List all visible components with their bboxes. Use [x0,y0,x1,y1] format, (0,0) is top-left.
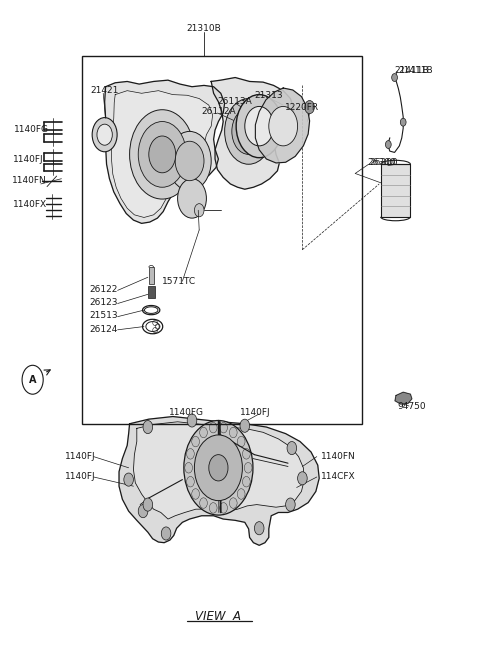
Polygon shape [119,417,319,545]
Text: 26113A: 26113A [217,97,252,106]
Circle shape [138,505,148,518]
Text: 114CFX: 114CFX [321,472,355,482]
Circle shape [244,463,252,473]
Circle shape [220,503,228,513]
Polygon shape [111,91,213,217]
Circle shape [305,101,314,114]
Circle shape [192,436,200,447]
Circle shape [92,118,117,152]
Text: 1140FJ: 1140FJ [240,408,271,417]
Circle shape [229,427,237,438]
Circle shape [192,489,200,499]
Circle shape [242,449,250,459]
Circle shape [187,476,194,487]
Circle shape [194,435,242,501]
Circle shape [185,463,192,473]
Circle shape [124,473,133,486]
Circle shape [194,204,204,217]
Circle shape [240,419,250,432]
Polygon shape [255,88,310,163]
Bar [149,267,154,284]
Polygon shape [105,80,225,223]
Circle shape [97,124,112,145]
Circle shape [138,122,186,187]
Text: 26300: 26300 [368,158,396,168]
Text: 26123: 26123 [89,298,118,307]
Text: 26124: 26124 [89,325,118,334]
Text: VIEW  A: VIEW A [195,610,241,623]
Text: 1140FX: 1140FX [13,200,48,210]
Text: 21310B: 21310B [187,24,221,34]
Bar [82,56,362,424]
Circle shape [254,522,264,535]
Circle shape [225,99,273,164]
Circle shape [287,442,297,455]
Text: 26122: 26122 [89,284,118,294]
Polygon shape [133,422,304,519]
Circle shape [242,476,250,487]
Circle shape [286,498,295,511]
Circle shape [187,414,197,427]
Circle shape [385,141,391,148]
Polygon shape [395,392,412,404]
Circle shape [237,489,245,499]
Circle shape [149,136,176,173]
Text: 1220FR: 1220FR [285,102,319,112]
Circle shape [237,436,245,447]
Text: 1140FJ: 1140FJ [13,155,44,164]
Circle shape [200,498,207,509]
Text: A: A [29,374,36,385]
Circle shape [298,472,307,485]
Text: 1140FN: 1140FN [12,175,47,185]
Circle shape [245,106,274,146]
Circle shape [178,179,206,218]
Circle shape [175,141,204,181]
Text: 21513: 21513 [89,311,118,320]
Text: 1140FG: 1140FG [14,125,49,134]
Circle shape [220,422,228,433]
Text: 1140FN: 1140FN [321,452,355,461]
Circle shape [161,527,171,540]
Circle shape [209,422,217,433]
Circle shape [143,420,153,434]
Text: 21421: 21421 [90,86,119,95]
Circle shape [143,498,153,511]
Text: 21411B: 21411B [395,66,429,75]
Text: 26112A: 26112A [202,107,236,116]
Circle shape [232,108,265,154]
Bar [381,164,410,217]
Circle shape [200,427,207,438]
Circle shape [392,74,397,81]
Text: 21313: 21313 [254,91,283,101]
Circle shape [168,131,211,191]
Bar [148,286,155,298]
Text: 26300: 26300 [370,158,398,168]
Text: 21411B: 21411B [398,66,433,75]
Text: 1140FG: 1140FG [169,408,204,417]
Circle shape [229,498,237,509]
Circle shape [184,420,253,515]
Text: 1571TC: 1571TC [162,277,196,286]
Circle shape [236,95,282,158]
Circle shape [187,449,194,459]
Polygon shape [211,78,294,189]
Circle shape [400,118,406,126]
Circle shape [209,455,228,481]
Circle shape [130,110,195,199]
Circle shape [209,503,217,513]
Text: 1140FJ: 1140FJ [65,472,96,482]
Text: 1140FJ: 1140FJ [65,452,96,461]
Text: 94750: 94750 [397,401,426,411]
Circle shape [269,106,298,146]
